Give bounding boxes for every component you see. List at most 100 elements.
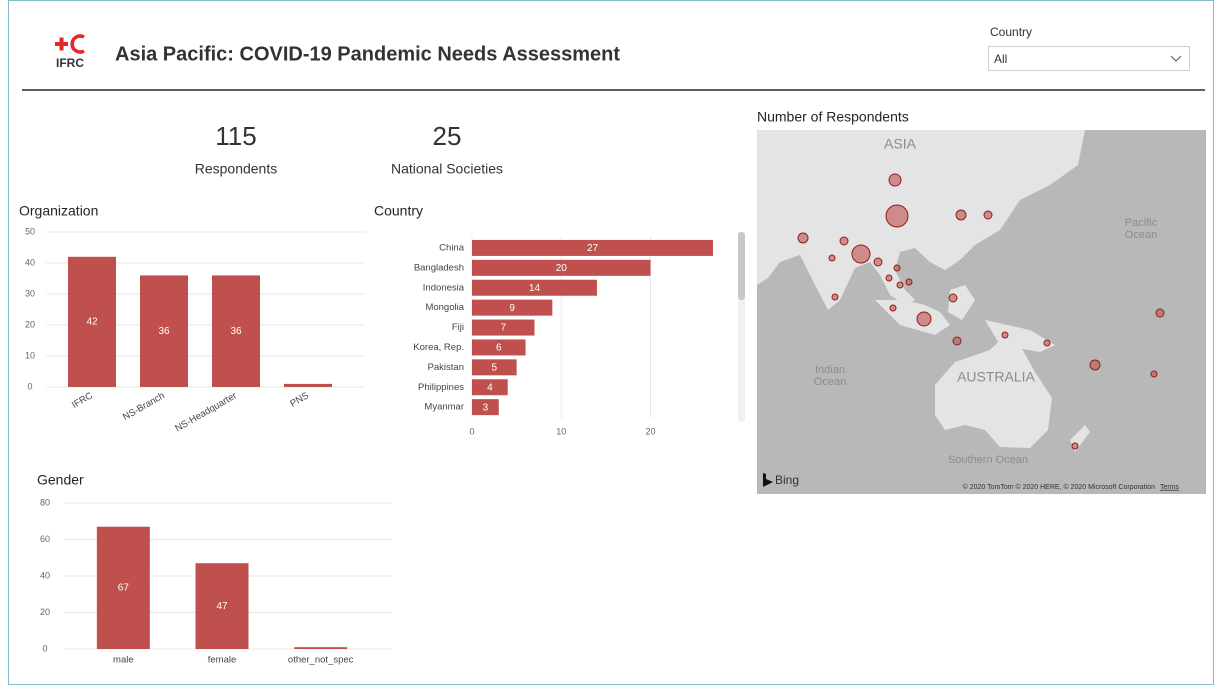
card-label: Respondents	[195, 161, 278, 177]
bar	[472, 379, 508, 396]
map-label: Pacific	[1125, 217, 1158, 229]
map-label: Ocean	[1125, 229, 1157, 241]
map-bubble	[851, 244, 871, 264]
chart-title: Country	[374, 203, 423, 219]
map-bubble	[893, 264, 901, 272]
y-tick-label: 40	[25, 257, 35, 267]
value-label: 42	[86, 317, 98, 328]
logo-text: IFRC	[56, 56, 84, 70]
bar	[472, 339, 526, 356]
chart-title: Organization	[19, 203, 98, 219]
map[interactable]: ASIA Pacific Ocean Indian Ocean AUSTRALI…	[757, 130, 1206, 494]
map-bubble	[1071, 442, 1079, 450]
map-bubble	[905, 278, 913, 286]
y-tick-label: 50	[25, 226, 35, 236]
slicer-value[interactable]: All	[994, 52, 1007, 66]
value-label: 7	[500, 323, 506, 334]
map-land-japan	[950, 195, 1000, 232]
map-title: Number of Respondents	[757, 109, 909, 125]
map-bubble	[1001, 331, 1009, 339]
bar	[472, 259, 651, 276]
value-label: 5	[492, 362, 498, 373]
bar	[294, 647, 348, 649]
map-bubble	[831, 293, 839, 301]
map-bubble	[885, 204, 909, 228]
map-bubble	[916, 311, 932, 327]
bar	[472, 399, 499, 416]
y-tick-label: Indonesia	[423, 282, 465, 293]
value-label: 9	[509, 303, 515, 314]
bar	[472, 359, 517, 376]
map-land-asia	[757, 130, 1085, 310]
map-label: AUSTRALIA	[957, 369, 1035, 385]
value-label: 27	[587, 243, 599, 254]
bar	[140, 275, 188, 387]
y-tick-label: 60	[40, 534, 50, 544]
bar	[472, 279, 597, 296]
map-bubble	[889, 304, 897, 312]
slicer-chevron[interactable]	[1170, 55, 1182, 62]
scrollbar-thumb[interactable]	[738, 232, 745, 300]
map-bubbles	[797, 173, 1165, 450]
x-tick-label: 20	[646, 426, 656, 436]
y-tick-label: 10	[25, 350, 35, 360]
bar	[96, 526, 150, 649]
bing-logo	[763, 473, 773, 487]
card-label: National Societies	[391, 161, 503, 177]
slicer[interactable]: All	[988, 46, 1190, 71]
x-tick-label: 0	[469, 426, 474, 436]
map-bubble	[896, 281, 904, 289]
slicer-label: Country	[990, 25, 1032, 39]
chart-title: Gender	[37, 472, 84, 488]
y-tick-label: 80	[40, 497, 50, 507]
map-bubble	[955, 209, 967, 221]
value-label: 36	[158, 326, 170, 337]
map-bubble	[839, 236, 849, 246]
y-tick-label: 20	[25, 319, 35, 329]
x-tick-label: 10	[556, 426, 566, 436]
map-copyright: © 2020 TomTom © 2020 HERE, © 2020 Micros…	[963, 483, 1155, 491]
slicer-box[interactable]	[988, 46, 1190, 71]
bing-text: Bing	[775, 473, 799, 487]
value-label: 4	[487, 382, 493, 393]
bar	[472, 299, 553, 316]
map-bubble	[873, 257, 883, 267]
logo: IFRC	[55, 34, 85, 70]
logo-crescent	[70, 34, 85, 54]
y-tick-label: 30	[25, 288, 35, 298]
bar	[472, 239, 713, 256]
value-label: 3	[483, 402, 489, 413]
y-tick-label: Korea, Rep.	[413, 342, 464, 353]
y-tick-label: 0	[27, 381, 32, 391]
card-value: 115	[215, 121, 256, 151]
map-land-australia	[935, 335, 1052, 448]
page-title: Asia Pacific: COVID-19 Pandemic Needs As…	[115, 43, 620, 65]
y-tick-label: China	[439, 242, 465, 253]
map-label: Southern Ocean	[948, 454, 1028, 466]
bar	[212, 275, 260, 387]
card-value: 25	[433, 121, 462, 151]
value-label: 36	[230, 326, 242, 337]
x-tick-label: other_not_spec	[288, 655, 354, 666]
map-land-islands	[875, 285, 1055, 352]
bar	[195, 563, 249, 649]
y-tick-label: Mongolia	[425, 302, 464, 313]
header-rule	[22, 89, 1205, 91]
x-tick-label: male	[113, 655, 134, 666]
map-label: ASIA	[884, 136, 917, 152]
map-bubble	[888, 173, 902, 187]
y-tick-label: Pakistan	[428, 362, 464, 373]
map-bubble	[1089, 359, 1101, 371]
y-tick-label: Myanmar	[424, 402, 464, 413]
value-label: 67	[118, 583, 130, 594]
map-bubble	[828, 254, 836, 262]
map-terms[interactable]: Terms	[1160, 484, 1180, 491]
y-tick-label: 0	[42, 643, 47, 653]
map-label: Ocean	[814, 376, 846, 388]
y-tick-label: 40	[40, 570, 50, 580]
bar	[68, 256, 116, 387]
map-label: Indian	[815, 364, 845, 376]
map-bubble	[983, 210, 993, 220]
map-bubble	[1043, 339, 1051, 347]
value-label: 14	[529, 283, 541, 294]
